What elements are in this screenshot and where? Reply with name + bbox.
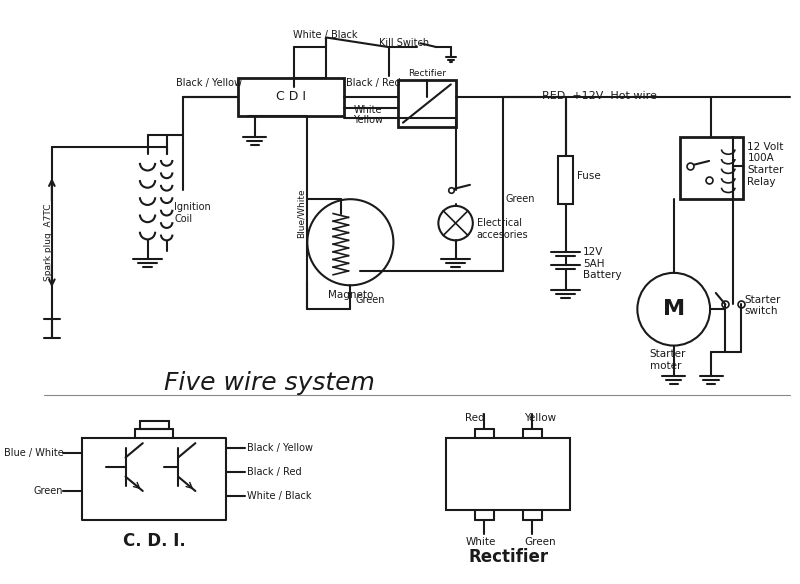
Text: RED  +12V  Hot wire: RED +12V Hot wire — [542, 91, 657, 101]
Text: Green: Green — [506, 194, 535, 204]
Text: Starter
moter: Starter moter — [650, 349, 686, 371]
Text: Kill Switch: Kill Switch — [379, 37, 429, 47]
Text: Black / Red: Black / Red — [346, 78, 400, 88]
Bar — [238, 78, 344, 116]
Text: White / Black: White / Black — [293, 30, 358, 40]
Text: M: M — [662, 299, 685, 319]
Text: Five wire system: Five wire system — [164, 371, 374, 395]
Text: Spark plug  A7TC: Spark plug A7TC — [43, 203, 53, 281]
Text: White: White — [354, 106, 382, 116]
Text: Black / Red: Black / Red — [247, 467, 302, 477]
Text: C D I: C D I — [276, 91, 306, 103]
Bar — [446, 439, 570, 510]
Text: Rectifier: Rectifier — [468, 548, 548, 566]
Text: Rectifier: Rectifier — [408, 69, 446, 78]
Text: White: White — [465, 537, 495, 547]
Text: Black / Yellow: Black / Yellow — [247, 443, 313, 453]
Text: 12 Volt
100A
Starter
Relay: 12 Volt 100A Starter Relay — [747, 142, 784, 187]
Text: Yellow: Yellow — [525, 412, 557, 423]
Text: Black / Yellow: Black / Yellow — [176, 78, 242, 88]
Text: Starter
switch: Starter switch — [745, 295, 781, 317]
Bar — [681, 137, 742, 199]
Text: Green: Green — [355, 295, 385, 305]
Text: Fuse: Fuse — [577, 171, 601, 180]
Text: Red: Red — [465, 412, 485, 423]
Bar — [558, 156, 574, 204]
Text: Blue/White: Blue/White — [297, 189, 306, 238]
Text: Electrical
accesories: Electrical accesories — [477, 218, 528, 240]
Text: Ignition
Coil: Ignition Coil — [174, 202, 211, 224]
Text: Yellow: Yellow — [354, 115, 383, 125]
Text: Green: Green — [34, 486, 63, 496]
Text: C. D. I.: C. D. I. — [123, 532, 186, 550]
Text: Magneto: Magneto — [328, 290, 373, 300]
Text: White / Black: White / Black — [247, 491, 311, 501]
Bar — [140, 421, 169, 429]
Bar — [398, 79, 455, 127]
Text: Green: Green — [525, 537, 556, 547]
Text: 12V
5AH
Battery: 12V 5AH Battery — [583, 247, 622, 280]
Text: Blue / White: Blue / White — [4, 448, 63, 458]
